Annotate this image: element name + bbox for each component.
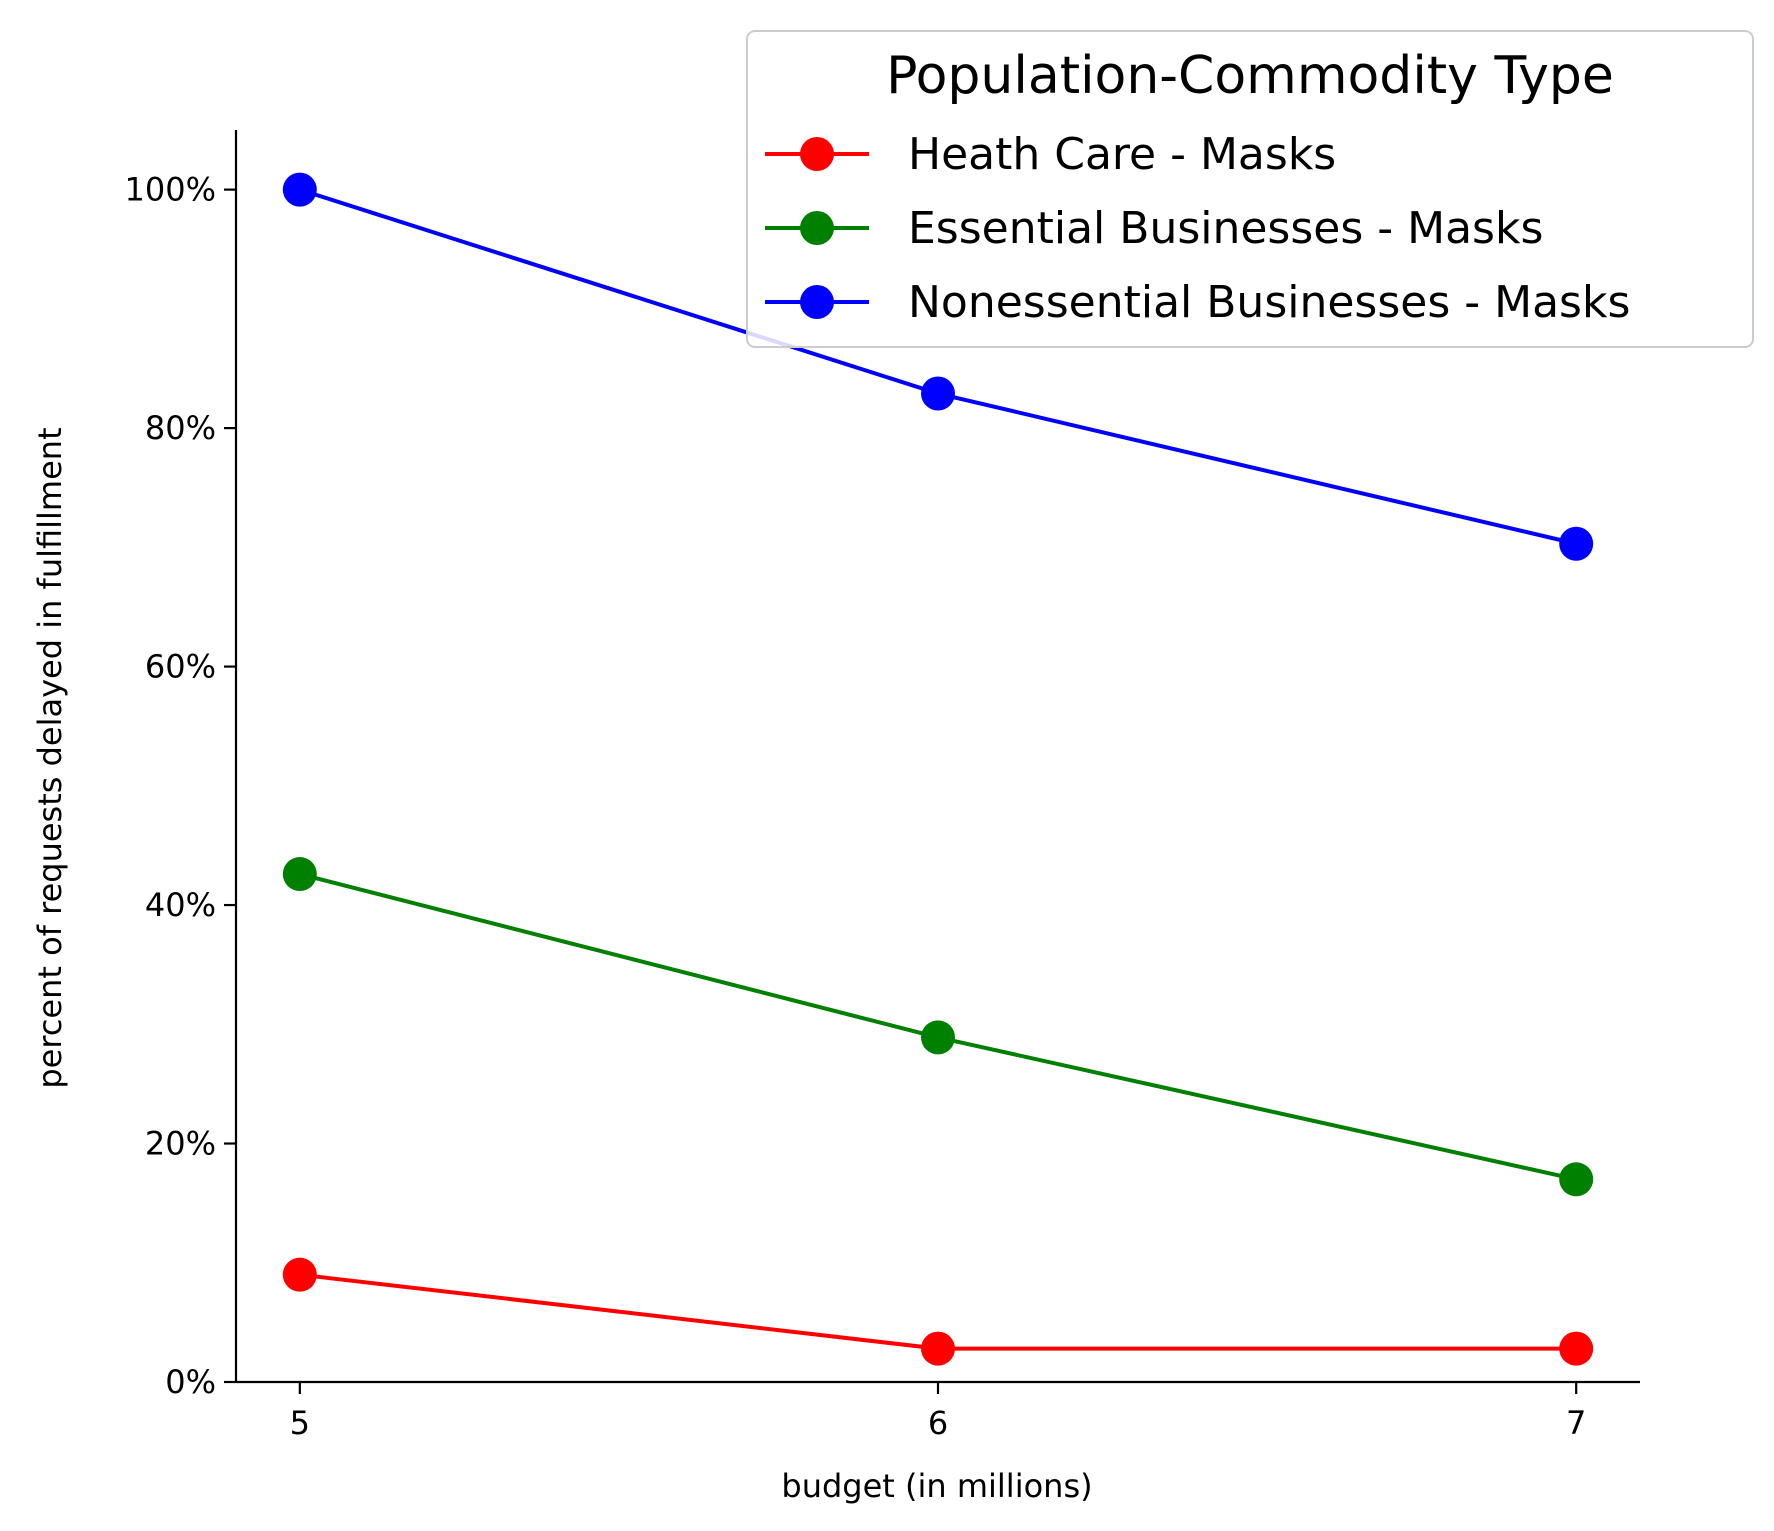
y-tick-label: 80%: [145, 409, 216, 447]
data-point: [1559, 526, 1594, 561]
legend-entries: Heath Care - Masks Essential Businesses -…: [765, 129, 1630, 328]
x-tick-label: 7: [1566, 1404, 1586, 1442]
x-tick-label: 6: [928, 1404, 948, 1442]
data-point: [282, 172, 317, 207]
legend-label: Nonessential Businesses - Masks: [908, 277, 1630, 328]
data-point: [921, 1020, 955, 1055]
data-point: [1559, 1331, 1594, 1366]
legend-label: Essential Businesses - Masks: [908, 203, 1543, 254]
y-tick-label: 0%: [165, 1363, 216, 1401]
data-point: [282, 1257, 317, 1292]
legend: Population-Commodity Type Heath Care - M…: [746, 30, 1754, 348]
x-tick-label: 5: [290, 1404, 310, 1442]
y-tick-label: 60%: [145, 648, 216, 686]
data-point: [282, 857, 317, 892]
y-tick-label: 100%: [125, 171, 216, 209]
legend-label: Heath Care - Masks: [908, 129, 1336, 180]
legend-marker: [800, 285, 834, 319]
ticks: 5 6 7 0% 20% 40% 60% 80% 100%: [125, 171, 1587, 1442]
legend-frame: [746, 30, 1754, 348]
legend-marker: [800, 211, 834, 245]
series-layer: [282, 172, 1594, 1366]
y-tick-label: 40%: [145, 886, 216, 924]
x-axis-label: budget (in millions): [781, 1467, 1092, 1505]
y-axis-label: percent of requests delayed in fulfillme…: [31, 427, 69, 1088]
legend-marker: [800, 137, 834, 171]
data-point: [1559, 1162, 1594, 1197]
data-point: [921, 376, 955, 411]
y-tick-label: 20%: [145, 1125, 216, 1163]
data-point: [921, 1331, 955, 1366]
legend-title: Population-Commodity Type: [886, 46, 1614, 106]
